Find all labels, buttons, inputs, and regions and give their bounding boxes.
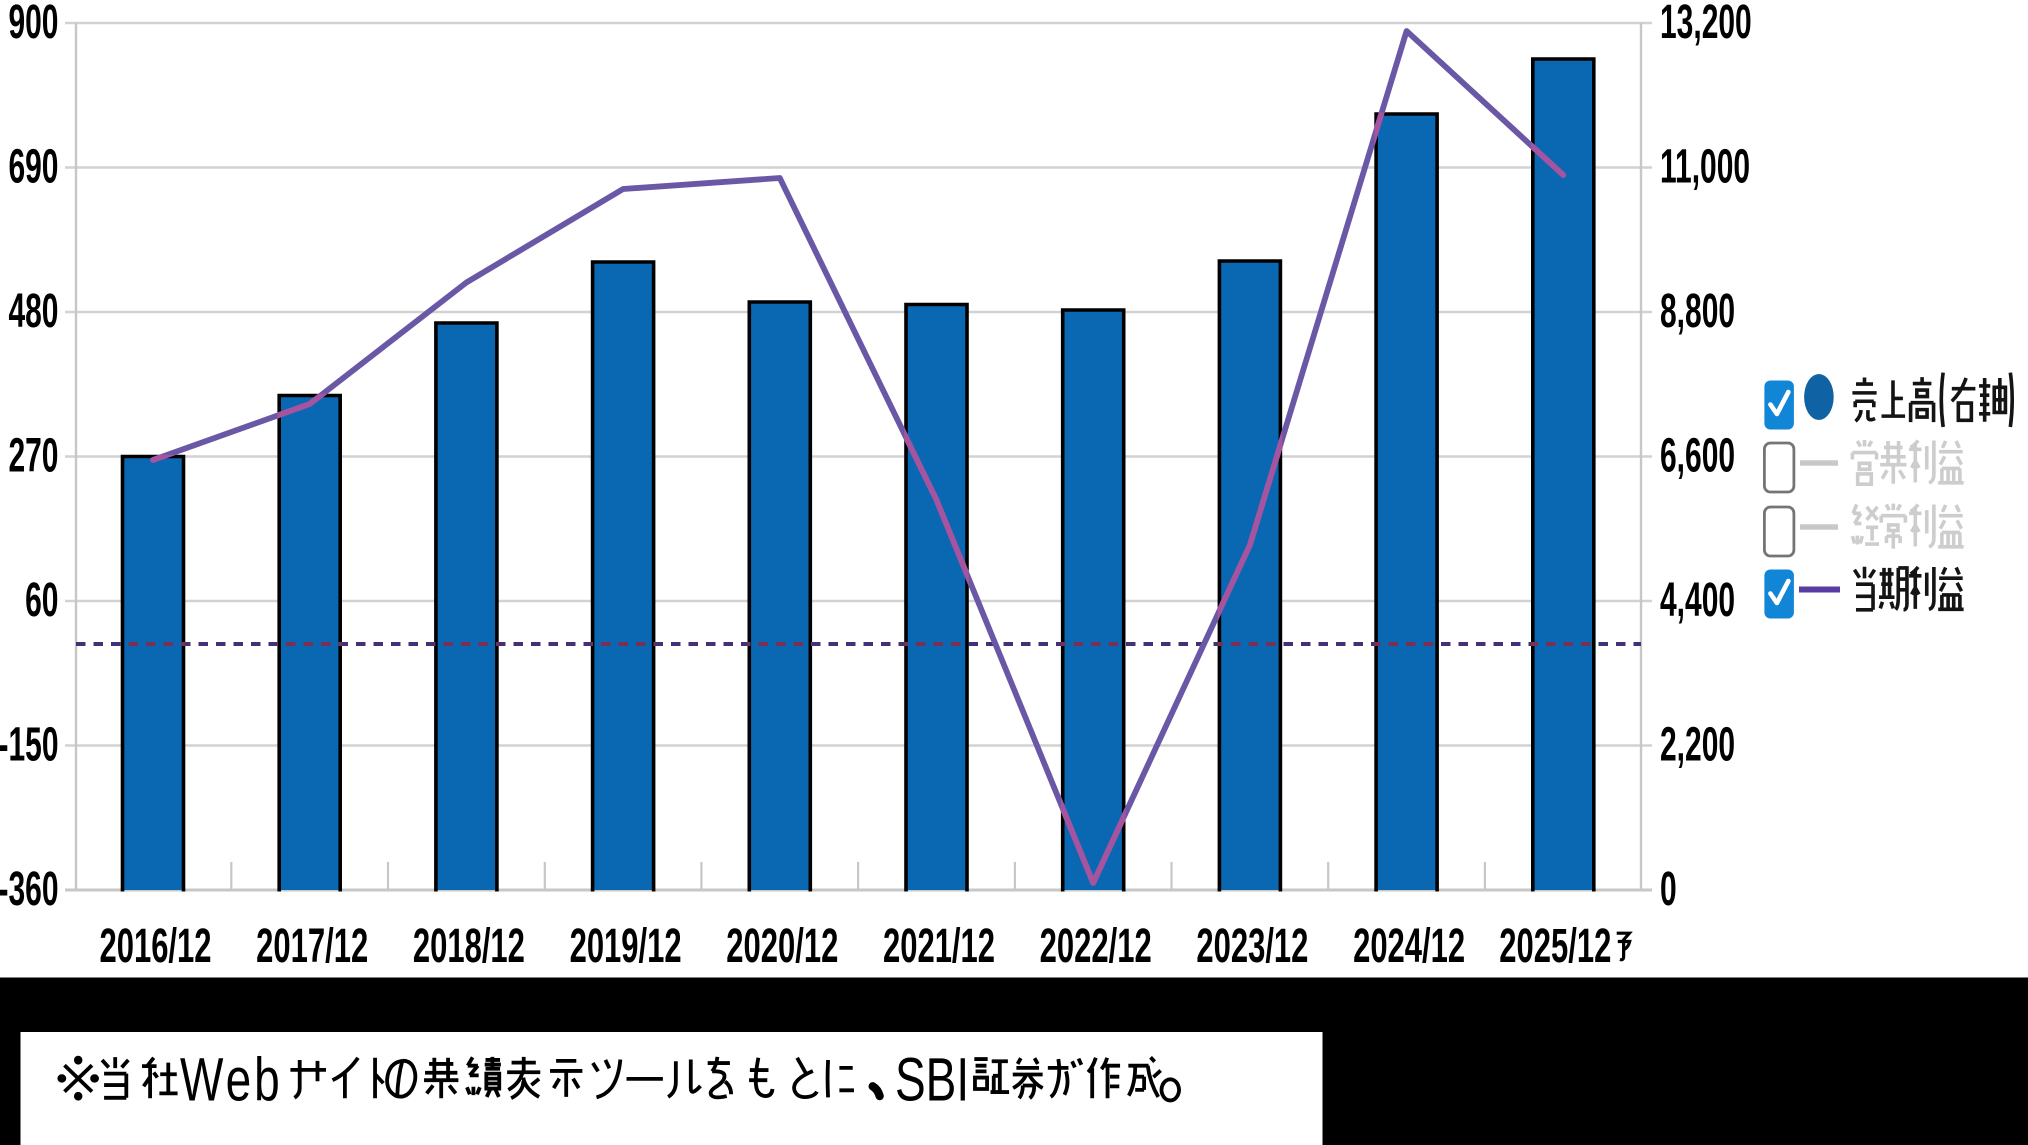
svg-text:13,200: 13,200	[1660, 0, 1752, 49]
svg-text:2025/12: 2025/12	[1499, 918, 1611, 973]
svg-text:-360: -360	[0, 860, 59, 915]
svg-text:4,400: 4,400	[1660, 571, 1735, 626]
svg-text:2017/12: 2017/12	[256, 918, 368, 973]
svg-text:2022/12: 2022/12	[1040, 918, 1152, 973]
svg-text:2019/12: 2019/12	[570, 918, 682, 973]
svg-text:60: 60	[25, 571, 58, 626]
svg-text:8,800: 8,800	[1660, 282, 1735, 337]
svg-text:480: 480	[8, 282, 58, 337]
svg-text:0: 0	[1660, 860, 1677, 915]
svg-text:-150: -150	[0, 716, 59, 771]
svg-text:690: 690	[8, 138, 58, 193]
svg-text:SBI: SBI	[895, 1046, 969, 1114]
svg-text:6,600: 6,600	[1660, 427, 1735, 482]
svg-text:2018/12: 2018/12	[413, 918, 525, 973]
svg-text:2016/12: 2016/12	[99, 918, 211, 973]
svg-text:270: 270	[8, 427, 58, 482]
svg-text:11,000: 11,000	[1660, 138, 1750, 193]
svg-text:2021/12: 2021/12	[883, 918, 995, 973]
svg-text:Web: Web	[180, 1046, 283, 1114]
svg-text:2024/12: 2024/12	[1353, 918, 1465, 973]
svg-text:2,200: 2,200	[1660, 716, 1735, 771]
svg-text:900: 900	[8, 0, 58, 49]
svg-text:2023/12: 2023/12	[1196, 918, 1308, 973]
svg-text:2020/12: 2020/12	[726, 918, 838, 973]
